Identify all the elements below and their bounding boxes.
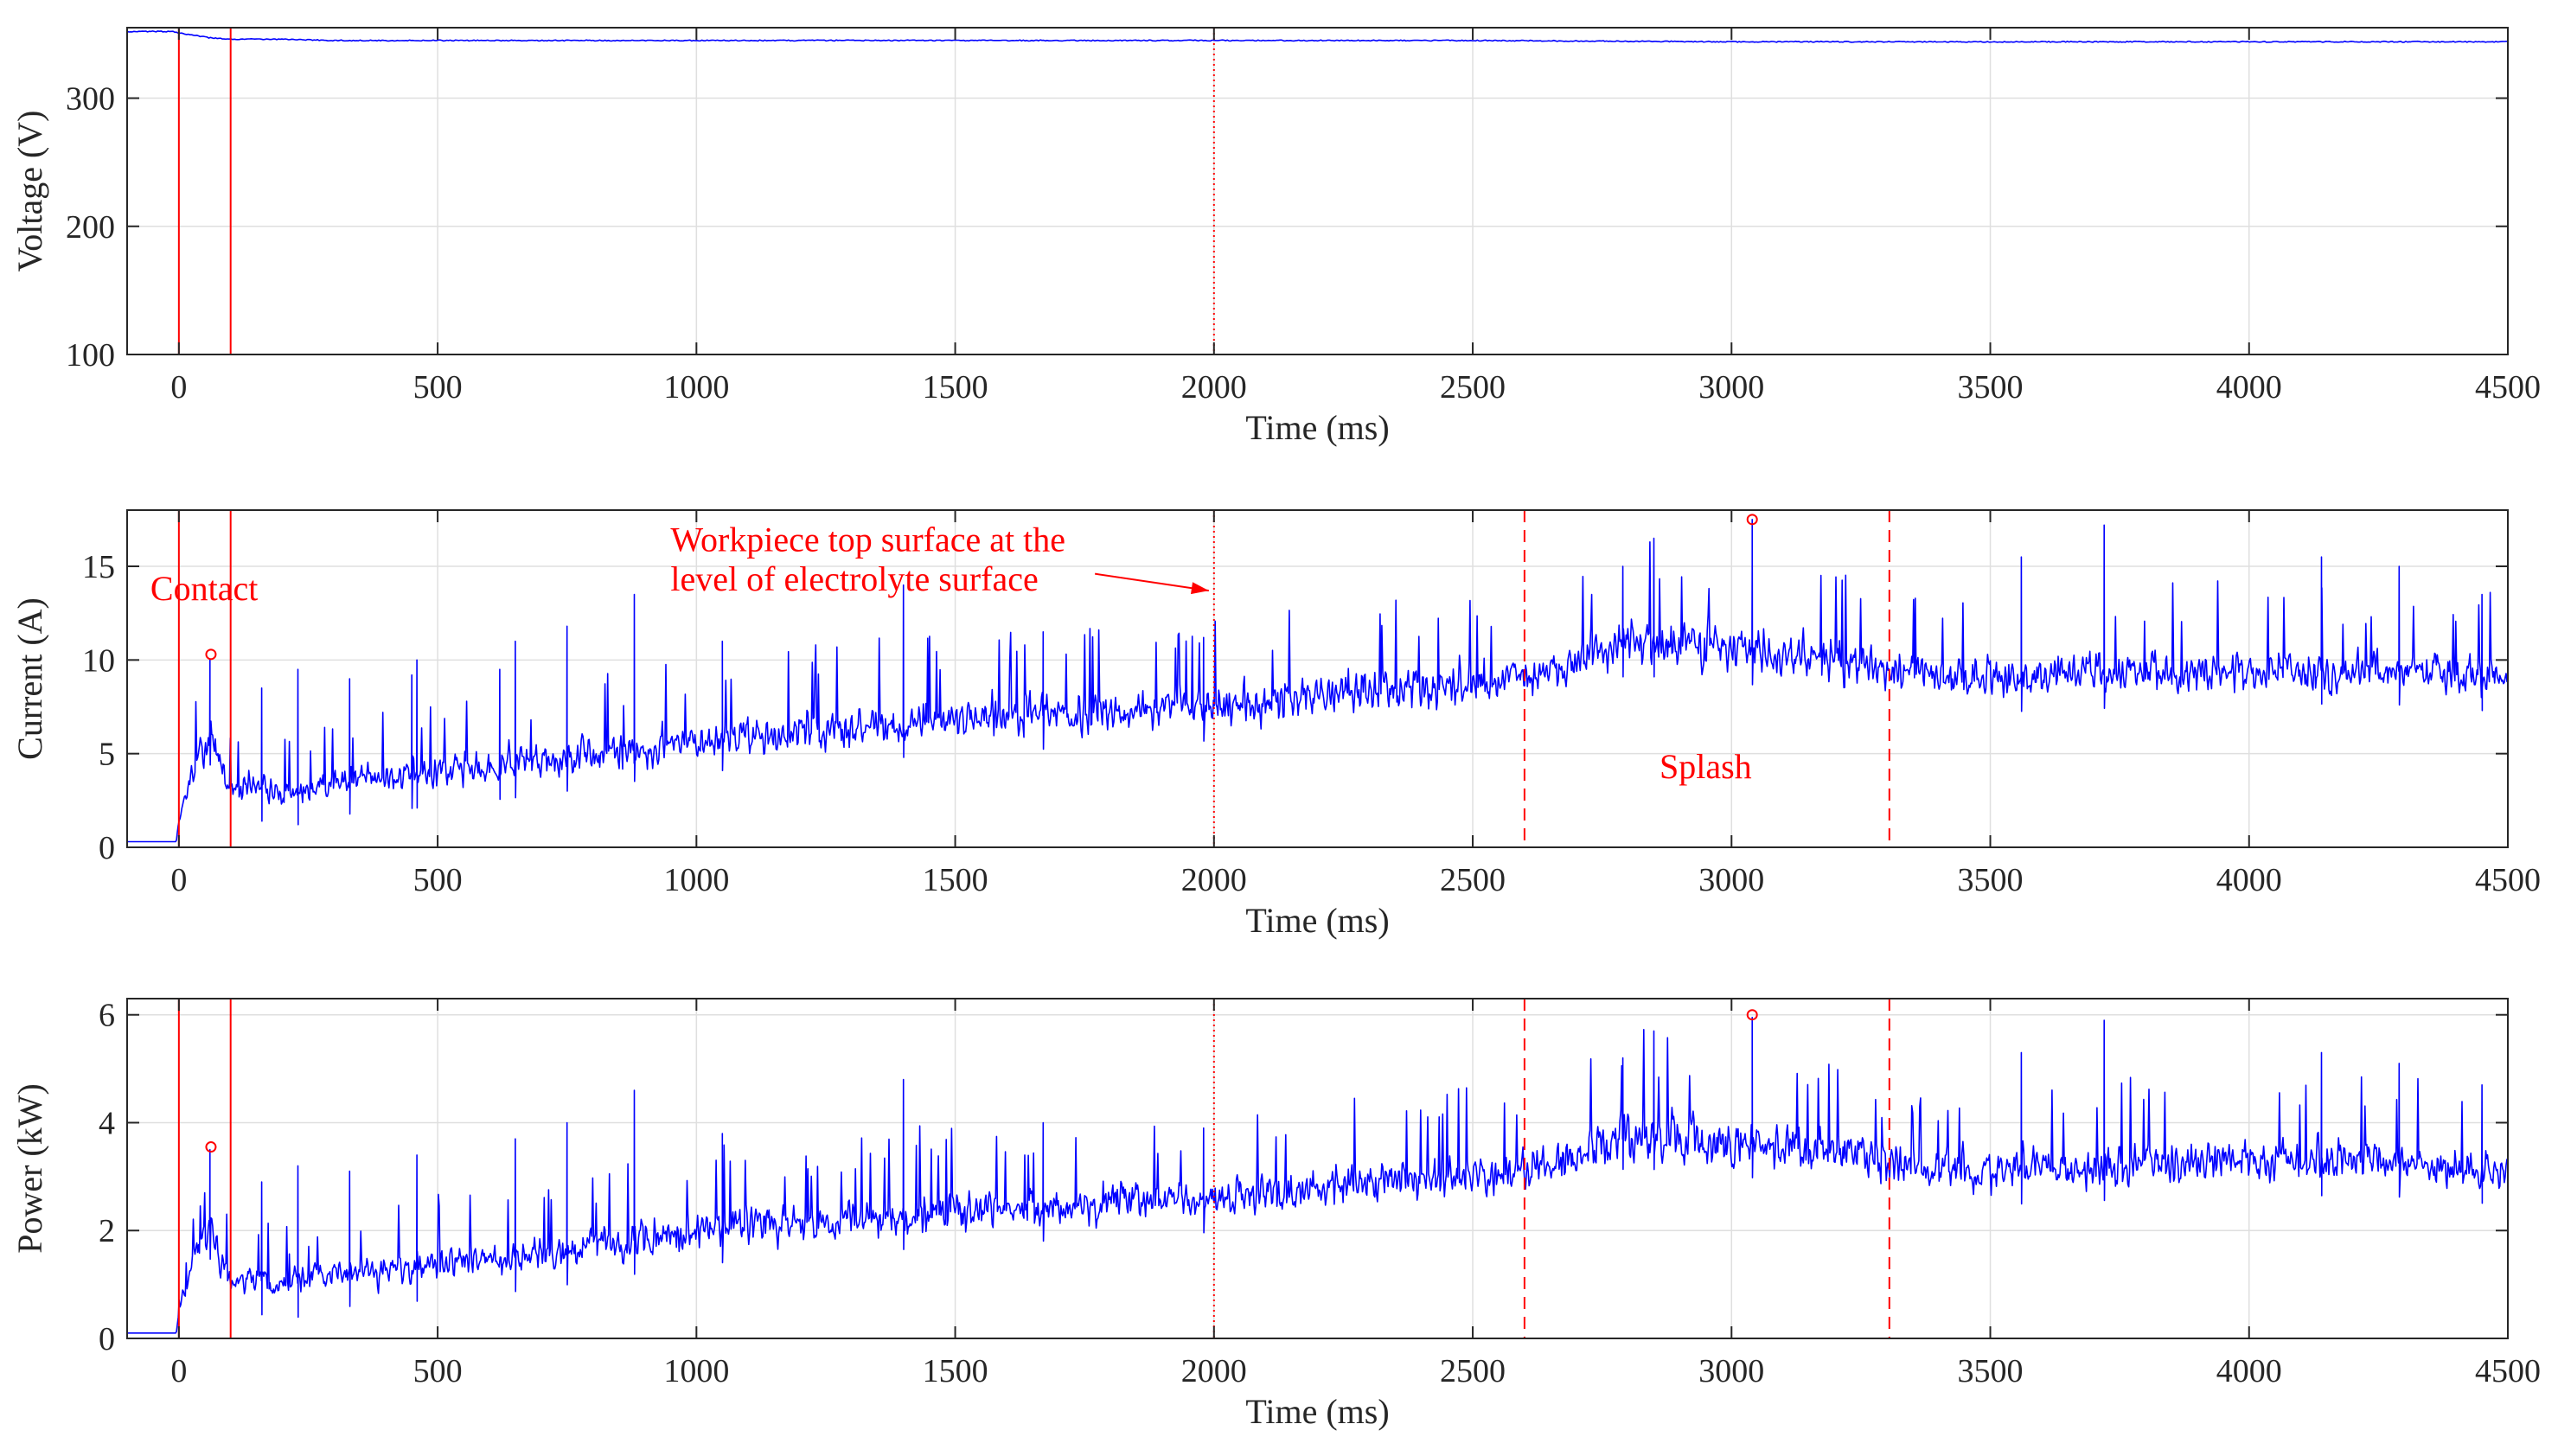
power-xtick-label: 2500 bbox=[1440, 1353, 1506, 1389]
voltage-series-line bbox=[127, 30, 2508, 43]
voltage-ytick-label: 100 bbox=[66, 337, 115, 374]
current-annotation-arrow-0 bbox=[1095, 572, 1209, 592]
current-ytick-label: 5 bbox=[99, 737, 115, 773]
voltage-axes-box bbox=[126, 27, 2509, 355]
power-xtick-label: 4500 bbox=[2475, 1353, 2541, 1389]
current-x-axis-label: Time (ms) bbox=[1245, 901, 1389, 940]
power-ytick-label: 4 bbox=[99, 1105, 115, 1141]
current-annotation-3: Splash bbox=[1660, 747, 1752, 786]
voltage-panel: 0 500 1000 1500 2000 2500 3000 3500 4000 4500 100 2… bbox=[10, 27, 2541, 447]
current-panel: 0 500 1000 1500 2000 2500 3000 3500 4000 4500 0 5 10… bbox=[10, 509, 2541, 940]
current-xtick-label: 1000 bbox=[663, 862, 729, 898]
current-y-axis-label: Current (A) bbox=[10, 597, 49, 760]
current-ytick-label: 15 bbox=[82, 549, 115, 585]
current-plot-area bbox=[127, 510, 2508, 847]
current-xtick-label: 3500 bbox=[1958, 862, 2024, 898]
power-xtick-label: 3000 bbox=[1698, 1353, 1764, 1389]
power-ytick-label: 2 bbox=[99, 1213, 115, 1249]
power-series-group bbox=[127, 1017, 2508, 1334]
current-xtick-label: 2000 bbox=[1181, 862, 1247, 898]
voltage-xtick-label: 4000 bbox=[2216, 369, 2282, 406]
current-xtick-label: 4500 bbox=[2475, 862, 2541, 898]
power-y-axis-label: Power (kW) bbox=[10, 1083, 49, 1254]
power-xtick-label: 0 bbox=[170, 1353, 187, 1389]
voltage-x-axis-label: Time (ms) bbox=[1245, 408, 1389, 447]
voltage-xtick-label: 0 bbox=[170, 369, 187, 406]
current-annotation-2: level of electrolyte surface bbox=[670, 559, 1038, 598]
current-xtick-label: 4000 bbox=[2216, 862, 2282, 898]
voltage-xtick-label: 500 bbox=[413, 369, 463, 406]
current-series-line bbox=[127, 519, 2508, 843]
power-panel: 0 500 1000 1500 2000 2500 3000 3500 4000 4500 0 2 4 6… bbox=[10, 998, 2541, 1431]
voltage-xtick-label: 4500 bbox=[2475, 369, 2541, 406]
current-xtick-label: 3000 bbox=[1698, 862, 1764, 898]
current-xtick-label: 500 bbox=[413, 862, 463, 898]
voltage-xtick-label: 1000 bbox=[663, 369, 729, 406]
power-peak-marker-0 bbox=[205, 1141, 217, 1153]
current-ytick-label: 10 bbox=[82, 642, 115, 679]
power-xtick-label: 1500 bbox=[923, 1353, 988, 1389]
voltage-xtick-label: 3000 bbox=[1698, 369, 1764, 406]
voltage-xtick-label: 1500 bbox=[923, 369, 988, 406]
power-axes-box bbox=[126, 998, 2509, 1339]
voltage-xtick-label: 2500 bbox=[1440, 369, 1506, 406]
voltage-xtick-label: 3500 bbox=[1958, 369, 2024, 406]
power-ytick-label: 6 bbox=[99, 998, 115, 1034]
current-annotation-1: Workpiece top surface at the bbox=[670, 520, 1065, 559]
power-xtick-label: 2000 bbox=[1181, 1353, 1247, 1389]
current-xtick-label: 1500 bbox=[923, 862, 988, 898]
current-series-group bbox=[127, 519, 2508, 843]
power-ytick-label: 0 bbox=[99, 1321, 115, 1357]
current-axes-box bbox=[126, 509, 2509, 848]
voltage-ytick-label: 200 bbox=[66, 209, 115, 246]
voltage-ytick-label: 300 bbox=[66, 81, 115, 118]
current-xtick-label: 0 bbox=[170, 862, 187, 898]
power-x-axis-label: Time (ms) bbox=[1245, 1392, 1389, 1431]
current-annotation-0: Contact bbox=[150, 569, 258, 608]
current-ytick-label: 0 bbox=[99, 830, 115, 866]
power-xtick-label: 3500 bbox=[1958, 1353, 2024, 1389]
power-xtick-label: 500 bbox=[413, 1353, 463, 1389]
power-peak-marker-1 bbox=[1746, 1009, 1758, 1021]
power-plot-area bbox=[127, 999, 2508, 1338]
current-peak-marker-1 bbox=[1746, 514, 1758, 526]
current-peak-marker-0 bbox=[205, 648, 217, 661]
current-xtick-label: 2500 bbox=[1440, 862, 1506, 898]
voltage-series-group bbox=[127, 30, 2508, 43]
power-xtick-label: 1000 bbox=[663, 1353, 729, 1389]
voltage-y-axis-label: Voltage (V) bbox=[10, 111, 49, 272]
voltage-plot-area bbox=[127, 28, 2508, 354]
current-annotation-arrowhead-0 bbox=[1191, 582, 1209, 595]
power-xtick-label: 4000 bbox=[2216, 1353, 2282, 1389]
power-series-line bbox=[127, 1017, 2508, 1334]
voltage-xtick-label: 2000 bbox=[1181, 369, 1247, 406]
